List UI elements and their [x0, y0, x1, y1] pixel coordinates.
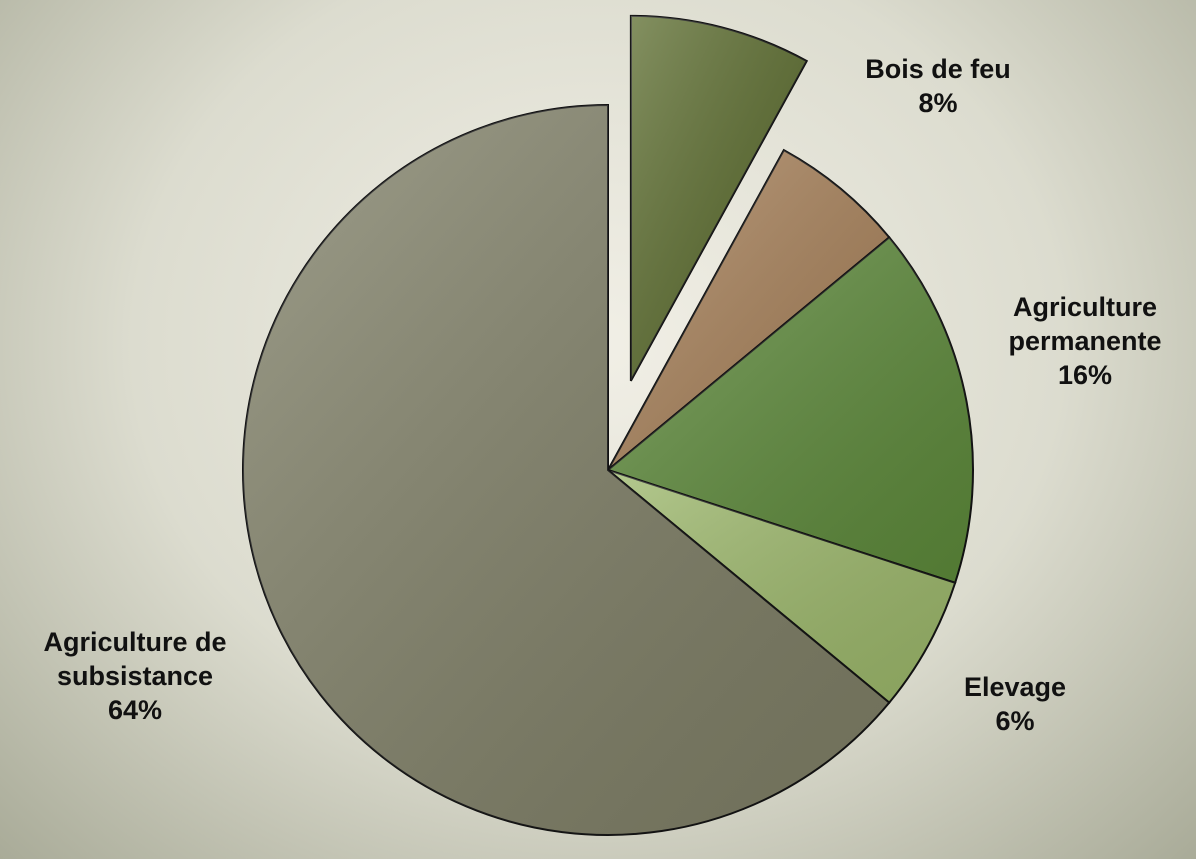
category-name: Elevage — [963, 672, 1067, 702]
value-label: 64% — [107, 695, 163, 725]
category-name: Bois de feu — [865, 54, 1011, 84]
slice-shade — [608, 150, 890, 470]
slice-shade — [630, 15, 807, 381]
slice-label: Elevage 6% — [915, 670, 1115, 738]
value-label: 16% — [1057, 360, 1113, 390]
category-name: Agriculture de subsistance — [43, 627, 227, 691]
slice-label: Agriculture permanente 16% — [975, 290, 1195, 392]
slice-label: Agriculture de subsistance 64% — [0, 625, 270, 727]
slice-shade — [608, 237, 973, 583]
slice-shade — [243, 105, 890, 835]
value-label: 6% — [995, 706, 1035, 736]
slice-label: Bois de feu 8% — [838, 52, 1038, 120]
slice-shade — [608, 470, 956, 703]
value-label: 8% — [918, 88, 958, 118]
category-name: Agriculture permanente — [1008, 292, 1162, 356]
